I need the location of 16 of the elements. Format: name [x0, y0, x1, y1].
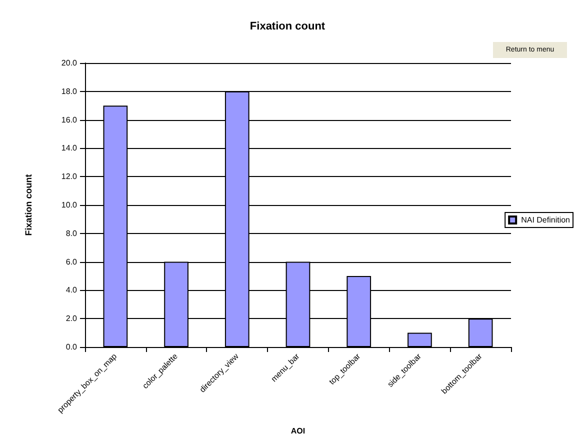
bar [408, 332, 432, 347]
y-tick-label: 4.0 [66, 286, 78, 295]
y-tick-label: 6.0 [66, 257, 78, 266]
y-tick-label: 18.0 [61, 86, 78, 96]
legend-label: NAI Definition [521, 216, 570, 224]
y-tick-label: 10.0 [61, 200, 78, 210]
y-tick-label: 16.0 [61, 115, 78, 124]
y-tick-label: 12.0 [61, 172, 78, 182]
y-tick-label: 20.0 [61, 58, 78, 68]
y-tick-label: 14.0 [61, 144, 78, 153]
y-axis-title: Fixation count [24, 174, 34, 236]
chart-title: Fixation count [250, 20, 326, 32]
x-axis-title: AOI [290, 426, 306, 436]
y-tick-label: 2.0 [66, 314, 78, 324]
y-tick-label: 0.0 [66, 342, 78, 352]
y-tick-label: 8.0 [66, 228, 78, 238]
